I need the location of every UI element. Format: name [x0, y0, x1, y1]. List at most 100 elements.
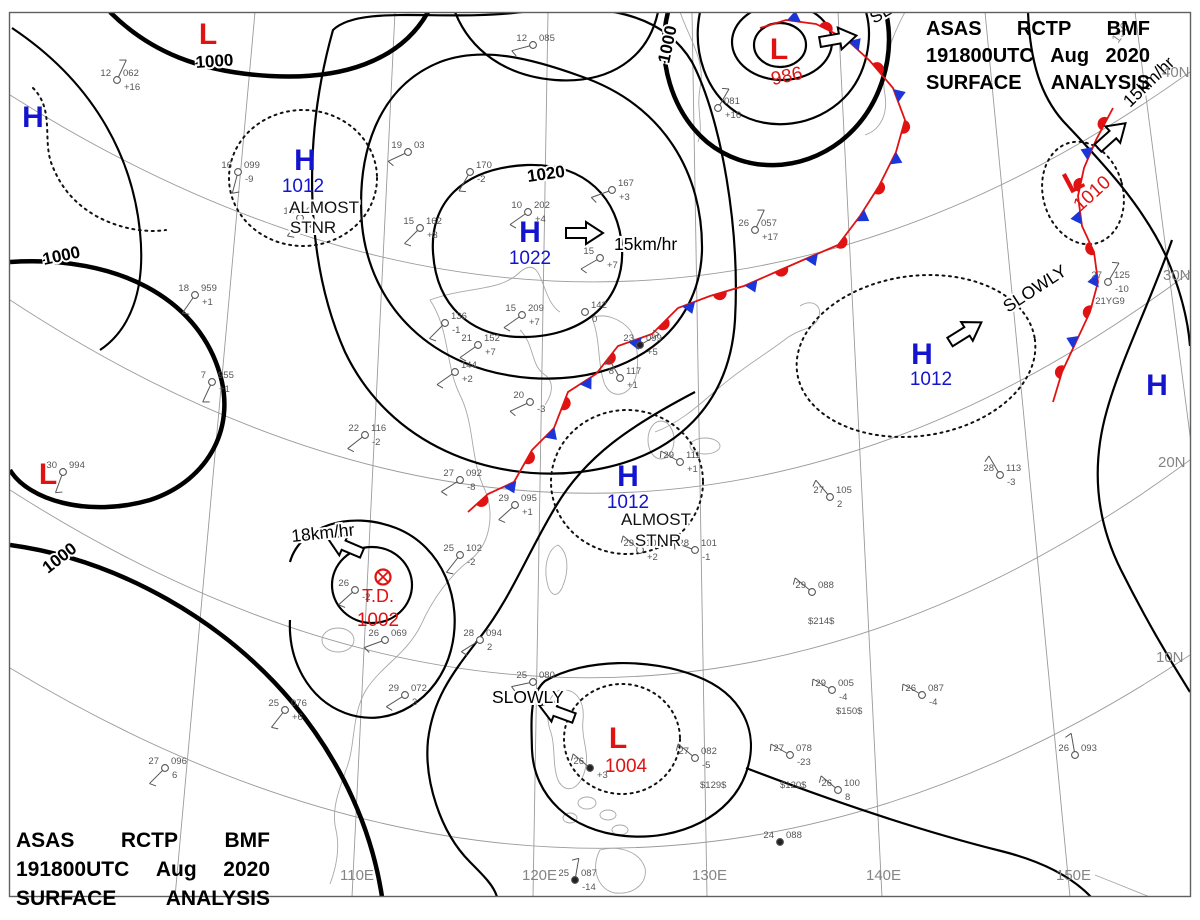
- station-circle: [616, 374, 624, 382]
- title-line-2: 191800UTC Aug 2020: [926, 43, 1150, 70]
- station-plot: 8 117 +1: [604, 358, 641, 391]
- station-tendency: 8: [845, 792, 850, 803]
- station-plot: 18 080 4: [283, 206, 322, 238]
- isobar: [330, 545, 414, 625]
- wind-barb-tick: [459, 357, 467, 362]
- movement-arrow-icon: [326, 533, 366, 559]
- system-pressure: 1012: [607, 492, 649, 513]
- station-tendency: +1: [522, 507, 533, 518]
- station-temp: 29: [815, 678, 826, 689]
- station-pressure: 152: [484, 333, 500, 344]
- station-circle: [208, 378, 216, 386]
- isobar: [745, 766, 1092, 896]
- wind-barb-tick: [590, 197, 597, 203]
- station-temp: 26: [573, 756, 584, 767]
- wind-barb-tick: [1065, 732, 1072, 738]
- ship-label: $150$: [836, 706, 863, 717]
- longitude-line: [351, 13, 396, 896]
- station-temp: 27: [678, 746, 689, 757]
- wind-barb-tick: [498, 519, 506, 523]
- station-tendency: +6: [292, 712, 303, 723]
- station-plot: 18 959 +1: [178, 283, 217, 315]
- front-stationary: [1052, 107, 1114, 403]
- station-circle: [416, 224, 424, 232]
- station-temp: 28: [678, 538, 689, 549]
- longitude-line: [984, 13, 1071, 896]
- station-plot: 25 102 -2: [443, 543, 482, 575]
- station-circle: [529, 678, 537, 686]
- longitude-line: [691, 13, 708, 896]
- station-temp: 26: [821, 778, 832, 789]
- station-plot: 30 994: [46, 460, 85, 494]
- station-plot: 12 085: [511, 33, 555, 57]
- station-circle: [751, 226, 759, 234]
- isobar: [288, 519, 456, 719]
- station-circle: [828, 686, 836, 694]
- station-circle: [608, 186, 616, 194]
- station-circle: [529, 41, 537, 49]
- longitude-label: 150E: [1056, 867, 1091, 884]
- station-tendency: +3: [427, 230, 438, 241]
- station-pressure: 092: [466, 468, 482, 479]
- station-circle: [511, 501, 519, 509]
- station-plot: 28 094 2: [461, 628, 502, 656]
- station-plot: 29 106 +2: [620, 535, 662, 563]
- coastline: [429, 266, 561, 313]
- station-circle: [474, 341, 482, 349]
- movement-arrow-icon: [817, 26, 859, 52]
- ship-label: $129$: [700, 780, 727, 791]
- station-circle: [451, 368, 459, 376]
- station-plot: 25 080: [511, 670, 555, 693]
- station-pressure: 113: [1006, 463, 1021, 474]
- station-pressure: 994: [69, 460, 85, 471]
- station-pressure: 144: [461, 360, 477, 371]
- station-pressure: 101: [701, 538, 717, 549]
- station-plot: 27 082 -5: [675, 743, 717, 771]
- station-temp: 28: [983, 463, 994, 474]
- station-temp: 19: [391, 140, 402, 151]
- station-tendency: -4: [839, 692, 847, 703]
- high-symbol: H: [911, 338, 933, 371]
- system-pressure: 1012: [282, 176, 324, 197]
- title-word: SURFACE: [16, 887, 117, 910]
- coastline: [545, 544, 568, 595]
- station-temp: 15: [583, 246, 594, 257]
- title-word: ASAS: [16, 829, 75, 852]
- station-circle: [234, 168, 242, 176]
- coastline: [654, 302, 820, 433]
- dotted-circle: [795, 274, 1037, 438]
- station-circle: [581, 308, 589, 316]
- title-line-1: ASAS RCTP BMF: [926, 16, 1150, 43]
- station-plot: 29 005 -4: [811, 678, 854, 703]
- station-tendency: 0: [592, 314, 597, 325]
- station-circle: [676, 458, 684, 466]
- station-circle: [161, 764, 169, 772]
- station-plot: 22 116 -2: [347, 423, 386, 453]
- title-word: ASAS: [926, 18, 982, 40]
- station-plot: 28 113 -3: [983, 455, 1021, 488]
- wind-barb-tick: [458, 190, 467, 193]
- station-temp: 24: [763, 830, 774, 841]
- station-temp: 30: [46, 460, 57, 471]
- station-temp: 25: [443, 543, 454, 554]
- graticule: [10, 13, 1190, 896]
- isobar-value-label: 1000: [39, 539, 81, 577]
- dotted-circle: [1041, 140, 1125, 246]
- station-temp: 28: [463, 628, 474, 639]
- warm-front-symbol: [1073, 177, 1082, 192]
- coastline: [519, 329, 552, 406]
- isobar-value-label: 1000: [654, 24, 680, 65]
- station-pressure: 099: [646, 333, 662, 344]
- station-temp: 10: [511, 200, 522, 211]
- station-temp: 29: [623, 538, 634, 549]
- station-plot: 24 088: [763, 830, 802, 846]
- station-plot: 27 078 -23: [769, 743, 812, 768]
- station-plot: 26 093: [1058, 732, 1097, 759]
- wind-barb-tick: [653, 329, 660, 335]
- station-circle: [786, 751, 794, 759]
- high-symbol: H: [22, 101, 44, 134]
